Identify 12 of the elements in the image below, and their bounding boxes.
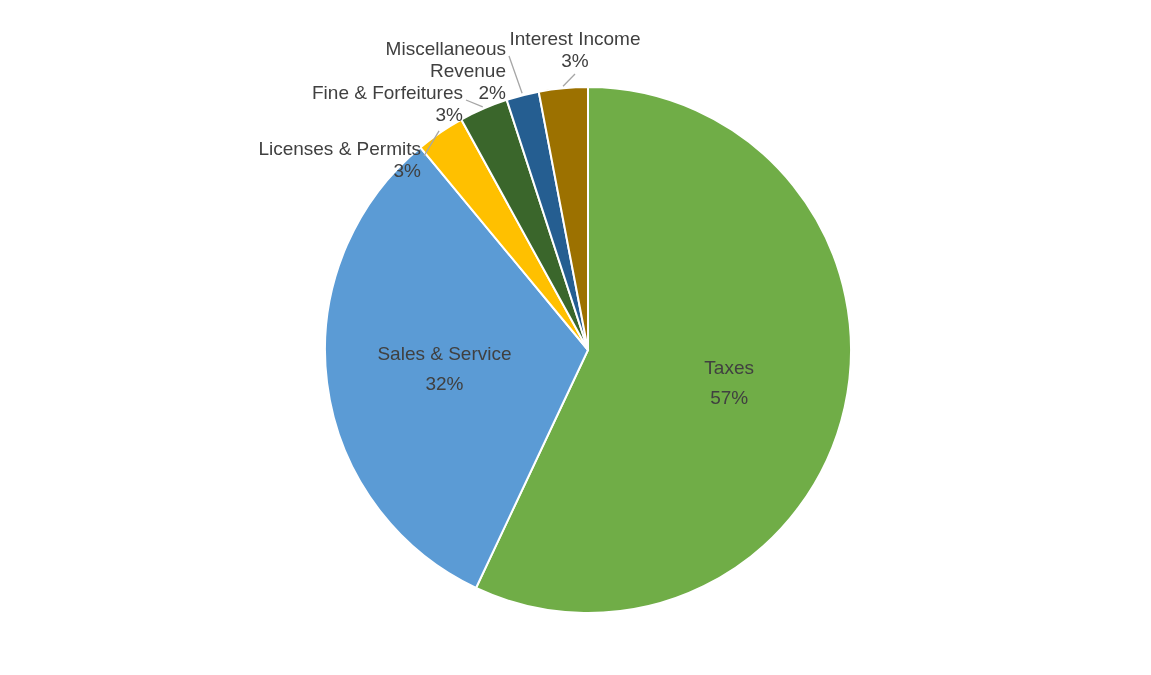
slice-label: Taxes [704,356,754,378]
data-label: 3% [393,159,422,181]
data-label: 3% [435,103,464,125]
slice-label: Licenses & Permits [258,137,421,159]
slice-label: Sales & Service [377,342,512,364]
data-label: 2% [478,81,507,103]
data-label: 57% [710,386,749,408]
slice-label: Interest Income [509,27,641,49]
data-label: 32% [425,372,464,394]
data-label: 3% [561,49,589,71]
slice-label: Miscellaneous Revenue [385,37,506,81]
slice-label: Fine & Forfeitures [312,81,463,103]
